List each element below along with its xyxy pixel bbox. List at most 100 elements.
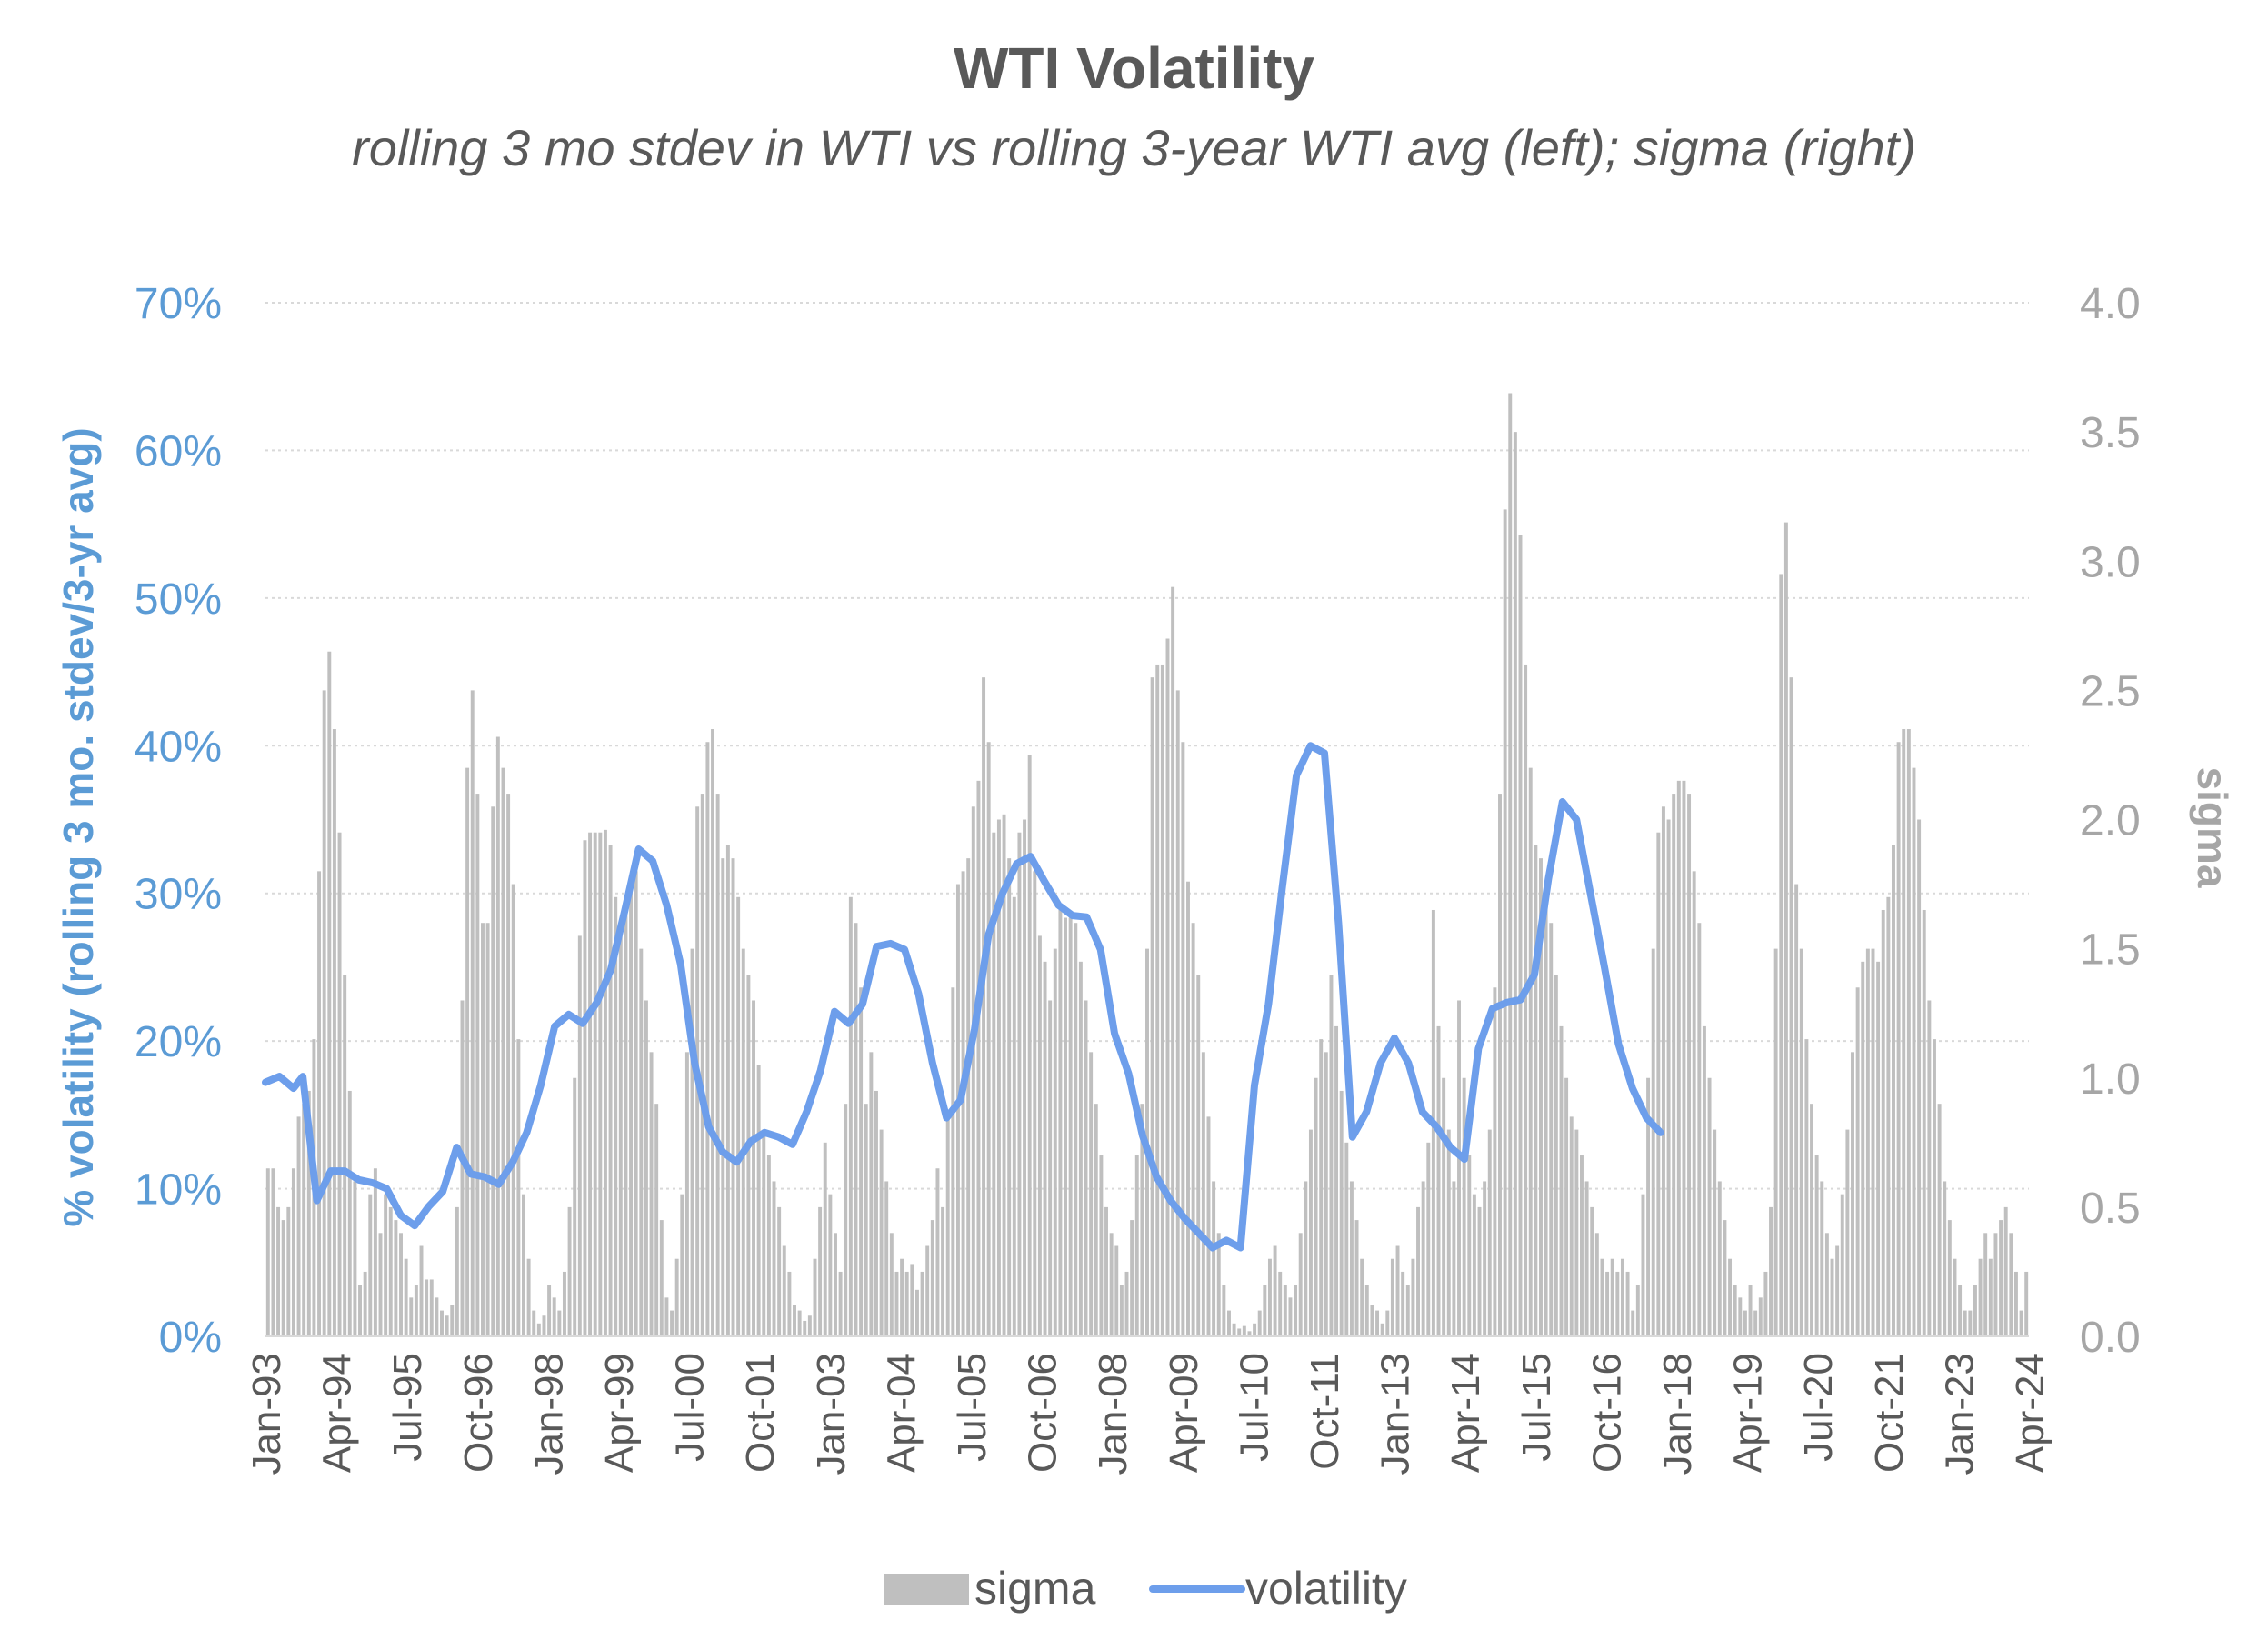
sigma-bar xyxy=(608,845,613,1336)
sigma-bar xyxy=(281,1220,285,1336)
y-axis-label-right: sigma xyxy=(2189,767,2236,888)
sigma-bar xyxy=(700,794,704,1336)
sigma-bar xyxy=(1646,1077,1651,1336)
x-tick-label: Jul-95 xyxy=(385,1353,430,1462)
x-tick-label: Jan-18 xyxy=(1655,1353,1700,1475)
chart-subtitle: rolling 3 mo stdev in WTI vs rolling 3-y… xyxy=(352,119,1916,176)
sigma-bar xyxy=(1820,1181,1824,1336)
sigma-bar xyxy=(904,1271,909,1336)
sigma-bar xyxy=(1717,1181,1722,1336)
sigma-bar xyxy=(1697,923,1702,1336)
sigma-bar xyxy=(1324,1052,1328,1336)
sigma-bar xyxy=(404,1258,408,1336)
sigma-bar xyxy=(1758,1297,1763,1336)
sigma-bar xyxy=(1666,819,1671,1336)
x-tick-label: Oct-96 xyxy=(456,1353,501,1473)
sigma-bar xyxy=(664,1297,669,1336)
sigma-bar xyxy=(327,651,332,1336)
sigma-bar xyxy=(1912,767,1916,1336)
sigma-bar xyxy=(1160,664,1164,1336)
x-tick-label: Apr-09 xyxy=(1162,1353,1206,1473)
sigma-bar xyxy=(481,923,485,1336)
sigma-bar xyxy=(363,1271,367,1336)
sigma-bar xyxy=(409,1297,414,1336)
sigma-bar xyxy=(1651,948,1655,1337)
sigma-bar xyxy=(1401,1271,1405,1336)
sigma-bar xyxy=(1687,794,1692,1336)
y-tick-label-left: 60% xyxy=(135,427,222,475)
sigma-bar xyxy=(1206,1116,1211,1336)
sigma-bar xyxy=(879,1129,884,1336)
sigma-bar xyxy=(399,1233,403,1336)
x-tick-label: Oct-11 xyxy=(1303,1353,1347,1470)
sigma-bar xyxy=(1534,845,1538,1336)
volatility-line-group xyxy=(262,742,1664,1252)
sigma-bar xyxy=(2003,1206,2008,1337)
sigma-bar xyxy=(1181,742,1185,1336)
sigma-bar xyxy=(955,884,960,1336)
sigma-bar xyxy=(1503,509,1507,1336)
sigma-bar xyxy=(353,1181,357,1336)
sigma-bar xyxy=(322,690,326,1337)
y-tick-label-right: 2.5 xyxy=(2080,667,2141,715)
sigma-bar xyxy=(1804,1039,1809,1336)
sigma-bar xyxy=(864,1104,868,1336)
sigma-bar xyxy=(1610,1258,1614,1336)
sigma-bar xyxy=(1922,909,1926,1336)
sigma-bar xyxy=(516,1039,521,1336)
sigma-bar xyxy=(834,1233,837,1336)
y-tick-label-right: 4.0 xyxy=(2080,280,2141,328)
sigma-bar xyxy=(1012,896,1016,1336)
sigma-bar xyxy=(1360,1258,1364,1336)
x-tick-label: Apr-19 xyxy=(1726,1353,1771,1473)
sigma-bar xyxy=(1702,1025,1706,1336)
sigma-bar xyxy=(1319,1039,1324,1336)
sigma-bar xyxy=(1549,923,1554,1336)
sigma-bar xyxy=(1288,1297,1293,1336)
sigma-bar xyxy=(1999,1220,2003,1336)
sigma-bar xyxy=(797,1310,802,1336)
sigma-bar xyxy=(1053,948,1057,1337)
sigma-bar xyxy=(1212,1181,1216,1336)
sigma-bar xyxy=(1395,1245,1400,1336)
sigma-bar xyxy=(1242,1325,1246,1336)
x-tick-label: Apr-99 xyxy=(597,1353,642,1473)
sigma-bar xyxy=(1487,1129,1492,1336)
sigma-bar xyxy=(1958,1285,1963,1336)
sigma-bar xyxy=(1528,767,1533,1336)
sigma-bar xyxy=(1124,1271,1129,1336)
sigma-bar xyxy=(1446,1129,1451,1336)
sigma-bar xyxy=(1283,1285,1287,1336)
sigma-bar xyxy=(1656,832,1661,1336)
sigma-bar xyxy=(1033,871,1037,1336)
sigma-bar xyxy=(1094,1104,1098,1336)
sigma-bar xyxy=(1119,1285,1124,1336)
x-tick-label: Oct-06 xyxy=(1021,1353,1065,1473)
sigma-bar xyxy=(838,1271,843,1336)
x-tick-label: Oct-01 xyxy=(738,1353,783,1473)
sigma-bar xyxy=(1064,917,1067,1336)
sigma-bar xyxy=(394,1220,398,1336)
x-tick-label: Apr-04 xyxy=(879,1353,924,1473)
sigma-bar xyxy=(715,794,720,1336)
sigma-bar xyxy=(1370,1305,1374,1336)
sigma-bar xyxy=(1783,522,1788,1336)
sigma-bar xyxy=(475,794,480,1336)
sigma-bar xyxy=(869,1052,874,1336)
sigma-bar xyxy=(593,832,597,1336)
y-tick-label-right: 2.0 xyxy=(2080,797,2141,845)
sigma-bar xyxy=(1498,794,1502,1336)
sigma-bar xyxy=(1078,961,1083,1336)
sigma-bar xyxy=(1682,780,1686,1336)
sigma-bar xyxy=(388,1206,393,1337)
sigma-bar xyxy=(1472,1194,1476,1336)
sigma-bar xyxy=(762,1129,766,1336)
sigma-bar xyxy=(731,858,735,1336)
sigma-bar xyxy=(1799,948,1803,1337)
sigma-bar xyxy=(1728,1258,1733,1336)
sigma-bar xyxy=(920,1271,924,1336)
x-tick-label: Jan-98 xyxy=(526,1353,571,1475)
sigma-bar xyxy=(721,858,725,1336)
sigma-bar xyxy=(588,832,593,1336)
sigma-bar xyxy=(2009,1233,2013,1336)
